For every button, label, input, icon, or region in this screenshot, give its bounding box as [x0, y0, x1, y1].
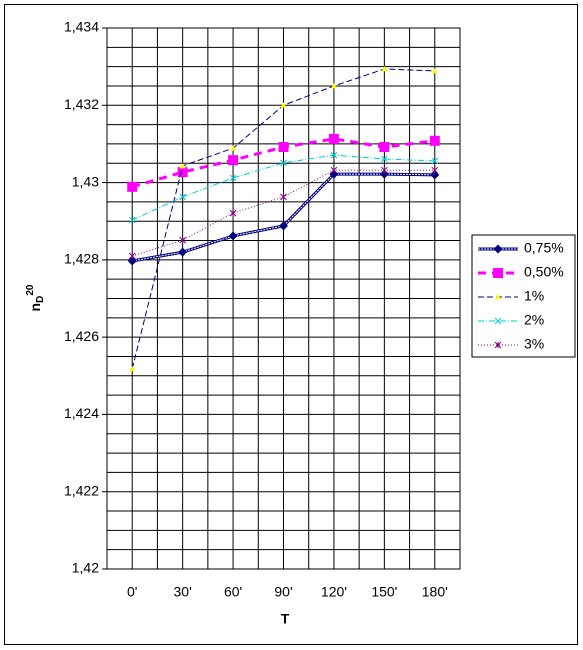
y-tick-label: 1,428 [64, 251, 99, 267]
marker [328, 133, 339, 144]
marker [178, 247, 188, 257]
marker [431, 67, 438, 74]
legend-marker [495, 294, 501, 300]
plot-border [106, 27, 461, 570]
x-tick-label: 150' [371, 584, 397, 600]
marker [279, 221, 288, 231]
y-tick-label: 1,43 [72, 173, 99, 189]
marker [177, 167, 188, 178]
legend-label: 3% [524, 336, 544, 352]
marker [429, 135, 440, 146]
legend-label: 2% [524, 312, 544, 328]
marker [280, 102, 287, 108]
marker [330, 151, 338, 159]
marker [228, 231, 238, 241]
marker [379, 142, 390, 153]
x-tick-label: 60' [224, 584, 242, 600]
marker [280, 159, 287, 167]
x-tick-label: 120' [321, 584, 347, 600]
marker [229, 174, 237, 182]
marker [431, 166, 439, 174]
y-tick-label: 1,432 [64, 96, 99, 112]
marker [431, 157, 439, 165]
legend-marker [493, 268, 503, 278]
legend-marker [493, 244, 503, 254]
x-tick-label: 180' [422, 584, 448, 600]
marker [381, 65, 388, 72]
marker [229, 209, 237, 217]
x-tick-label: 90' [274, 584, 292, 600]
marker [330, 166, 338, 174]
marker [127, 181, 138, 192]
x-tick-label: 30' [174, 584, 192, 600]
y-tick-label: 1,422 [64, 482, 99, 498]
y-title-sup: 20 [25, 284, 36, 296]
legend-label: 1% [524, 288, 544, 304]
legend-box [471, 234, 576, 358]
legend-marker [494, 341, 502, 349]
y-tick-label: 1,42 [72, 560, 99, 576]
y-tick-label: 1,424 [64, 405, 99, 421]
y-title-base: n [27, 303, 43, 312]
legend-label: 0,50% [524, 264, 564, 280]
x-tick-label: 0' [127, 584, 137, 600]
legend-label: 0,75% [524, 240, 564, 256]
y-axis-title: nD20 [25, 284, 46, 311]
marker [128, 252, 136, 260]
marker [280, 193, 287, 201]
marker [128, 216, 136, 224]
marker [230, 145, 237, 151]
marker [179, 162, 186, 169]
marker [129, 365, 136, 372]
marker [228, 155, 239, 166]
marker [179, 236, 186, 244]
marker [381, 166, 388, 174]
y-title-sub: D [35, 296, 46, 303]
marker [278, 142, 289, 153]
y-tick-label: 1,434 [64, 19, 99, 35]
y-tick-label: 1,426 [64, 328, 99, 344]
marker [179, 193, 186, 201]
marker [330, 82, 337, 89]
x-axis-title: T [281, 611, 290, 627]
grid [106, 27, 461, 570]
marker [381, 155, 388, 163]
legend-marker [494, 317, 502, 325]
